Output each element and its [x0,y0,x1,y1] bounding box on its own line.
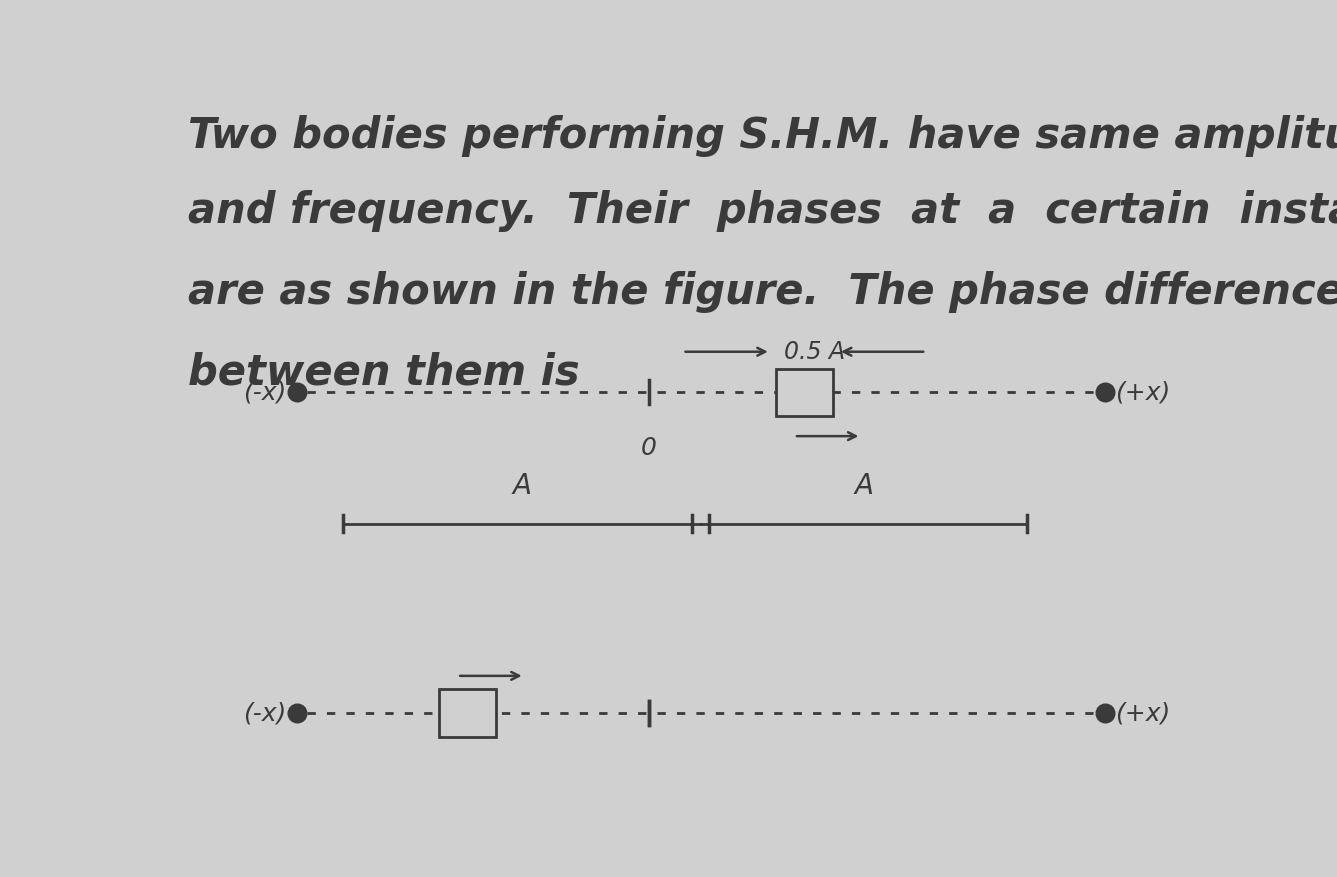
Text: are as shown in the figure.  The phase difference: are as shown in the figure. The phase di… [187,271,1337,313]
Point [1094,385,1115,399]
Text: A: A [512,473,532,500]
Text: (-x): (-x) [243,381,286,404]
Text: and frequency.  Their  phases  at  a  certain  instant: and frequency. Their phases at a certain… [187,189,1337,232]
Text: 0.5 A: 0.5 A [785,339,845,364]
Text: A: A [854,473,873,500]
Text: between them is: between them is [187,352,579,394]
Text: 0: 0 [640,436,656,460]
Text: (+x): (+x) [1115,701,1170,725]
Point [286,706,308,720]
Point [1094,706,1115,720]
Text: Two bodies performing S.H.M. have same amplitude: Two bodies performing S.H.M. have same a… [187,116,1337,157]
Point [286,385,308,399]
Bar [439,689,496,737]
Text: (-x): (-x) [243,701,286,725]
Text: (+x): (+x) [1115,381,1170,404]
Bar [775,368,833,416]
